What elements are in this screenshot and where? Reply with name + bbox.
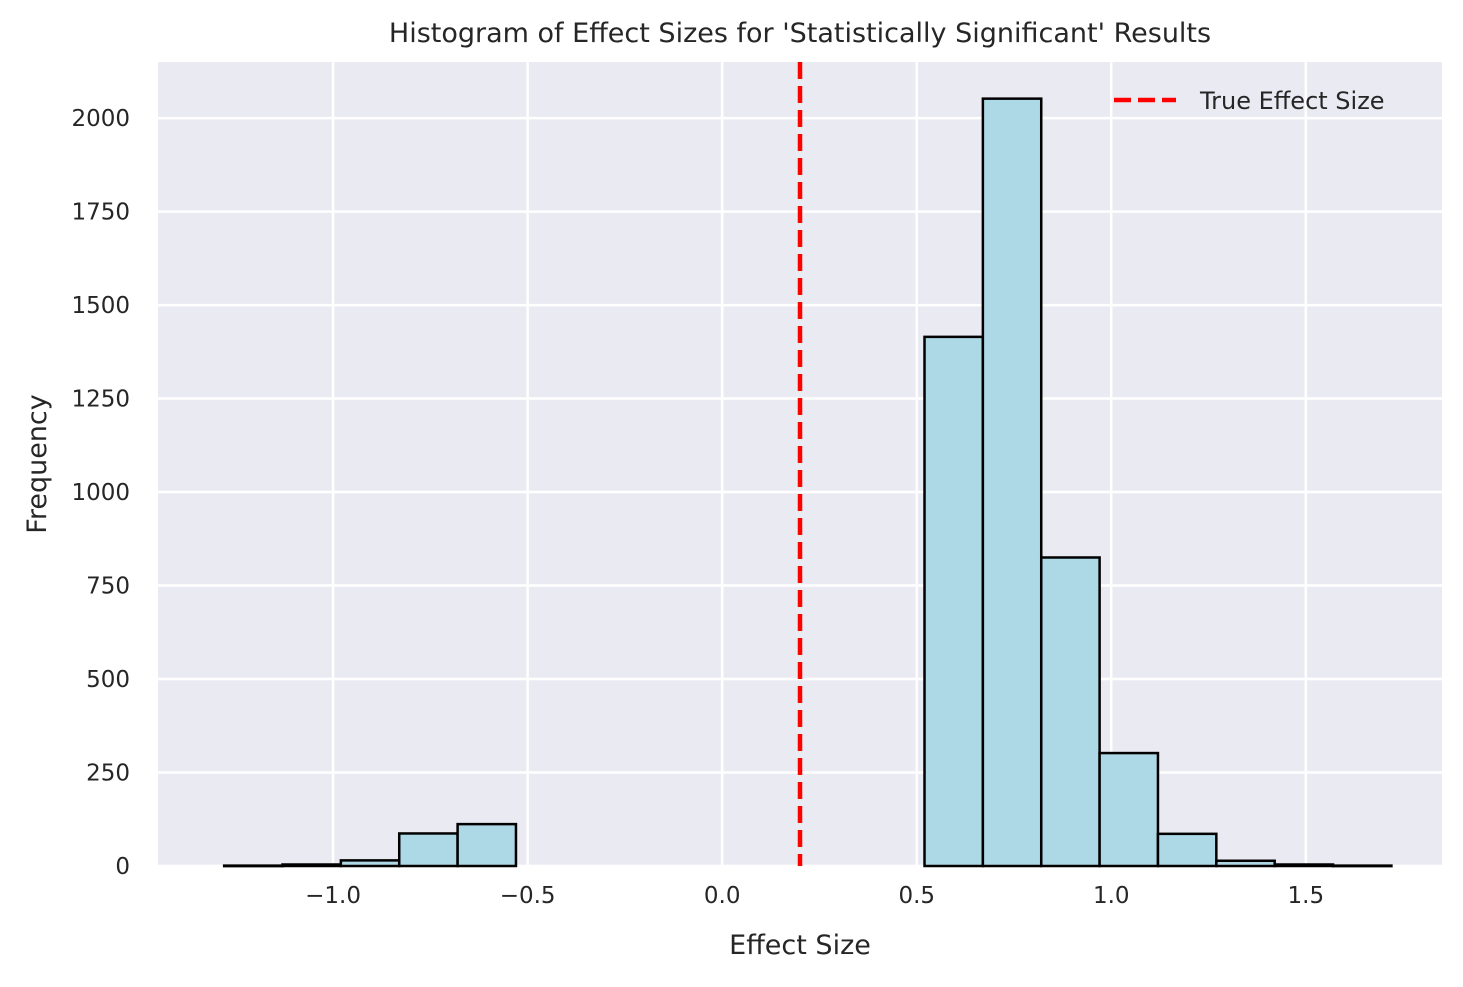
x-tick-label: −1.0 (305, 883, 361, 909)
x-tick-label: −0.5 (500, 883, 556, 909)
x-tick-label: 0.5 (898, 883, 935, 909)
x-tick-label: 0.0 (704, 883, 741, 909)
histogram-bar (1273, 863, 1335, 868)
y-tick-label: 0 (115, 854, 130, 880)
histogram-bar (1098, 751, 1160, 868)
x-tick-labels: −1.0 −0.5 0.0 0.5 1.0 1.5 (305, 883, 1324, 909)
histogram-bar (1331, 864, 1393, 868)
y-tick-label: 2000 (71, 106, 130, 132)
x-axis-label: Effect Size (729, 930, 871, 961)
x-tick-label: 1.5 (1288, 883, 1325, 909)
x-gridlines (331, 62, 1308, 866)
y-tick-label: 750 (86, 574, 130, 600)
histogram-bar (339, 859, 401, 868)
histogram-bar (923, 335, 985, 868)
histogram-bar (1039, 556, 1101, 868)
x-tick-label: 1.0 (1093, 883, 1130, 909)
histogram-bar (222, 864, 284, 868)
y-tick-label: 1000 (71, 480, 130, 506)
legend: True Effect Size (1114, 87, 1385, 115)
histogram-bar (397, 832, 459, 868)
y-tick-label: 1250 (71, 387, 130, 413)
y-tick-labels: 0 250 500 750 1000 1250 1500 1750 2000 (71, 106, 130, 880)
histogram-bar (281, 863, 343, 868)
histogram-bar (1156, 832, 1218, 868)
chart-title: Histogram of Effect Sizes for 'Statistic… (389, 18, 1211, 49)
y-tick-label: 1750 (71, 200, 130, 226)
histogram-bar (1215, 859, 1276, 868)
y-axis-label: Frequency (22, 394, 53, 534)
y-tick-label: 1500 (71, 293, 130, 319)
y-tick-label: 250 (86, 761, 130, 787)
histogram-bar (456, 822, 518, 868)
y-tick-label: 500 (86, 667, 130, 693)
legend-label: True Effect Size (1199, 87, 1385, 115)
histogram-bar (981, 97, 1043, 868)
histogram-bars (222, 97, 1393, 868)
